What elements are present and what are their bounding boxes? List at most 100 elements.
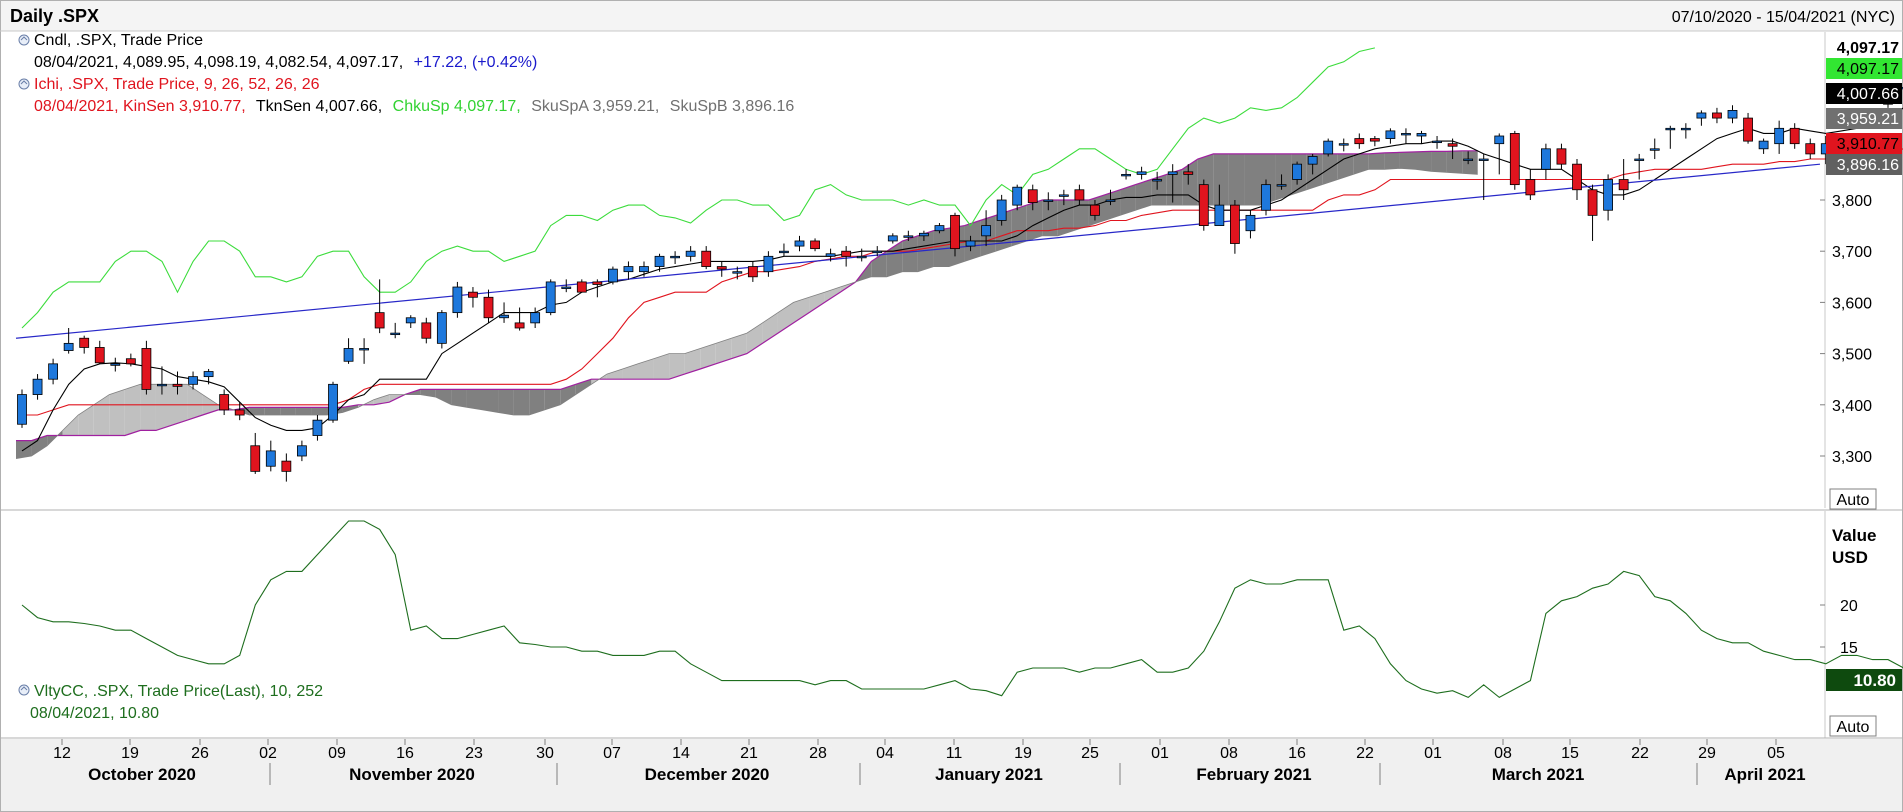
candle[interactable] xyxy=(1494,133,1505,175)
candle[interactable] xyxy=(545,279,556,316)
candle[interactable] xyxy=(1385,128,1396,144)
candle[interactable] xyxy=(608,266,618,285)
candle[interactable] xyxy=(32,374,43,400)
candle[interactable] xyxy=(934,223,945,234)
candle[interactable] xyxy=(592,279,603,298)
candlesticks[interactable] xyxy=(17,47,1903,482)
candle[interactable] xyxy=(1183,164,1194,185)
ichi-settings-icon[interactable] xyxy=(18,78,30,90)
candle[interactable] xyxy=(576,279,587,293)
candle[interactable] xyxy=(1634,153,1645,180)
candle[interactable] xyxy=(654,253,665,272)
candle[interactable] xyxy=(1354,133,1365,149)
candle[interactable] xyxy=(157,366,167,395)
candle[interactable] xyxy=(763,251,774,277)
candle[interactable] xyxy=(1727,105,1738,124)
candle[interactable] xyxy=(234,402,245,421)
vol-auto-button[interactable] xyxy=(1829,715,1877,737)
candle[interactable] xyxy=(1276,174,1287,190)
candle[interactable] xyxy=(1432,136,1442,149)
candle[interactable] xyxy=(779,243,789,257)
candle[interactable] xyxy=(63,328,74,354)
candle[interactable] xyxy=(1292,161,1302,185)
candle[interactable] xyxy=(1043,192,1054,211)
candle[interactable] xyxy=(172,371,183,395)
candle[interactable] xyxy=(250,432,261,474)
candle[interactable] xyxy=(390,322,401,339)
candle[interactable] xyxy=(343,338,354,364)
candle[interactable] xyxy=(794,235,805,252)
candle[interactable] xyxy=(468,287,478,308)
candle[interactable] xyxy=(1509,130,1520,190)
candle[interactable] xyxy=(1774,120,1785,154)
candle[interactable] xyxy=(1261,179,1271,216)
candle[interactable] xyxy=(1152,171,1163,190)
candle[interactable] xyxy=(950,212,960,257)
candle[interactable] xyxy=(141,340,152,395)
candle[interactable] xyxy=(436,310,447,349)
candle[interactable] xyxy=(1572,159,1582,200)
candle[interactable] xyxy=(1712,107,1722,124)
candle[interactable] xyxy=(312,415,323,441)
candle[interactable] xyxy=(1027,184,1038,211)
candle[interactable] xyxy=(188,371,198,390)
candle[interactable] xyxy=(265,440,276,472)
candle[interactable] xyxy=(125,353,136,367)
candle[interactable] xyxy=(328,381,338,423)
trendline-path[interactable] xyxy=(15,163,1821,339)
vol-settings-icon[interactable] xyxy=(18,684,30,696)
candle[interactable] xyxy=(405,315,416,328)
candle[interactable] xyxy=(1323,138,1334,157)
candle[interactable] xyxy=(17,389,27,428)
candle[interactable] xyxy=(1463,151,1474,165)
candle[interactable] xyxy=(530,307,541,328)
candle[interactable] xyxy=(374,279,385,334)
candle[interactable] xyxy=(1214,184,1225,226)
candle[interactable] xyxy=(79,335,90,354)
candle[interactable] xyxy=(841,246,852,267)
candle[interactable] xyxy=(1401,128,1411,144)
candle[interactable] xyxy=(732,266,743,280)
candle[interactable] xyxy=(1541,143,1551,180)
candle[interactable] xyxy=(1447,138,1458,160)
price-auto-button[interactable] xyxy=(1829,488,1877,510)
candle[interactable] xyxy=(421,317,432,344)
candle[interactable] xyxy=(1338,138,1349,152)
candle[interactable] xyxy=(1758,138,1769,154)
candle[interactable] xyxy=(1090,200,1100,221)
candle[interactable] xyxy=(1805,138,1816,160)
candle[interactable] xyxy=(623,261,634,280)
candle[interactable] xyxy=(1789,123,1800,149)
candle[interactable] xyxy=(359,338,370,364)
candle[interactable] xyxy=(670,251,680,264)
candle[interactable] xyxy=(452,281,463,318)
candle[interactable] xyxy=(48,358,58,385)
price-panel[interactable]: 3,800 3,700 3,600 3,500 3,400 3,300 xyxy=(15,32,1903,508)
trendline[interactable] xyxy=(15,163,1821,339)
candle[interactable] xyxy=(1416,130,1427,144)
candle[interactable] xyxy=(1556,143,1567,170)
candle[interactable] xyxy=(1012,184,1023,211)
candle[interactable] xyxy=(887,233,898,244)
candle[interactable] xyxy=(1307,153,1318,175)
candle[interactable] xyxy=(296,440,307,462)
candle[interactable] xyxy=(810,238,820,252)
candle[interactable] xyxy=(1665,125,1676,149)
candle[interactable] xyxy=(639,261,649,277)
candle[interactable] xyxy=(1696,110,1707,126)
candle[interactable] xyxy=(1167,164,1178,203)
candle[interactable] xyxy=(1105,189,1116,206)
candle[interactable] xyxy=(825,248,836,262)
candle[interactable] xyxy=(903,230,914,241)
candle[interactable] xyxy=(94,340,105,364)
candle[interactable] xyxy=(747,261,758,282)
candle[interactable] xyxy=(281,453,292,482)
candle[interactable] xyxy=(981,210,991,247)
candle[interactable] xyxy=(1058,189,1069,206)
candle[interactable] xyxy=(1587,184,1598,241)
candle[interactable] xyxy=(1230,200,1240,254)
date-range[interactable]: 07/10/2020 - 15/04/2021 (NYC) xyxy=(1672,9,1895,26)
candle[interactable] xyxy=(514,307,525,331)
candle[interactable] xyxy=(1525,169,1536,200)
